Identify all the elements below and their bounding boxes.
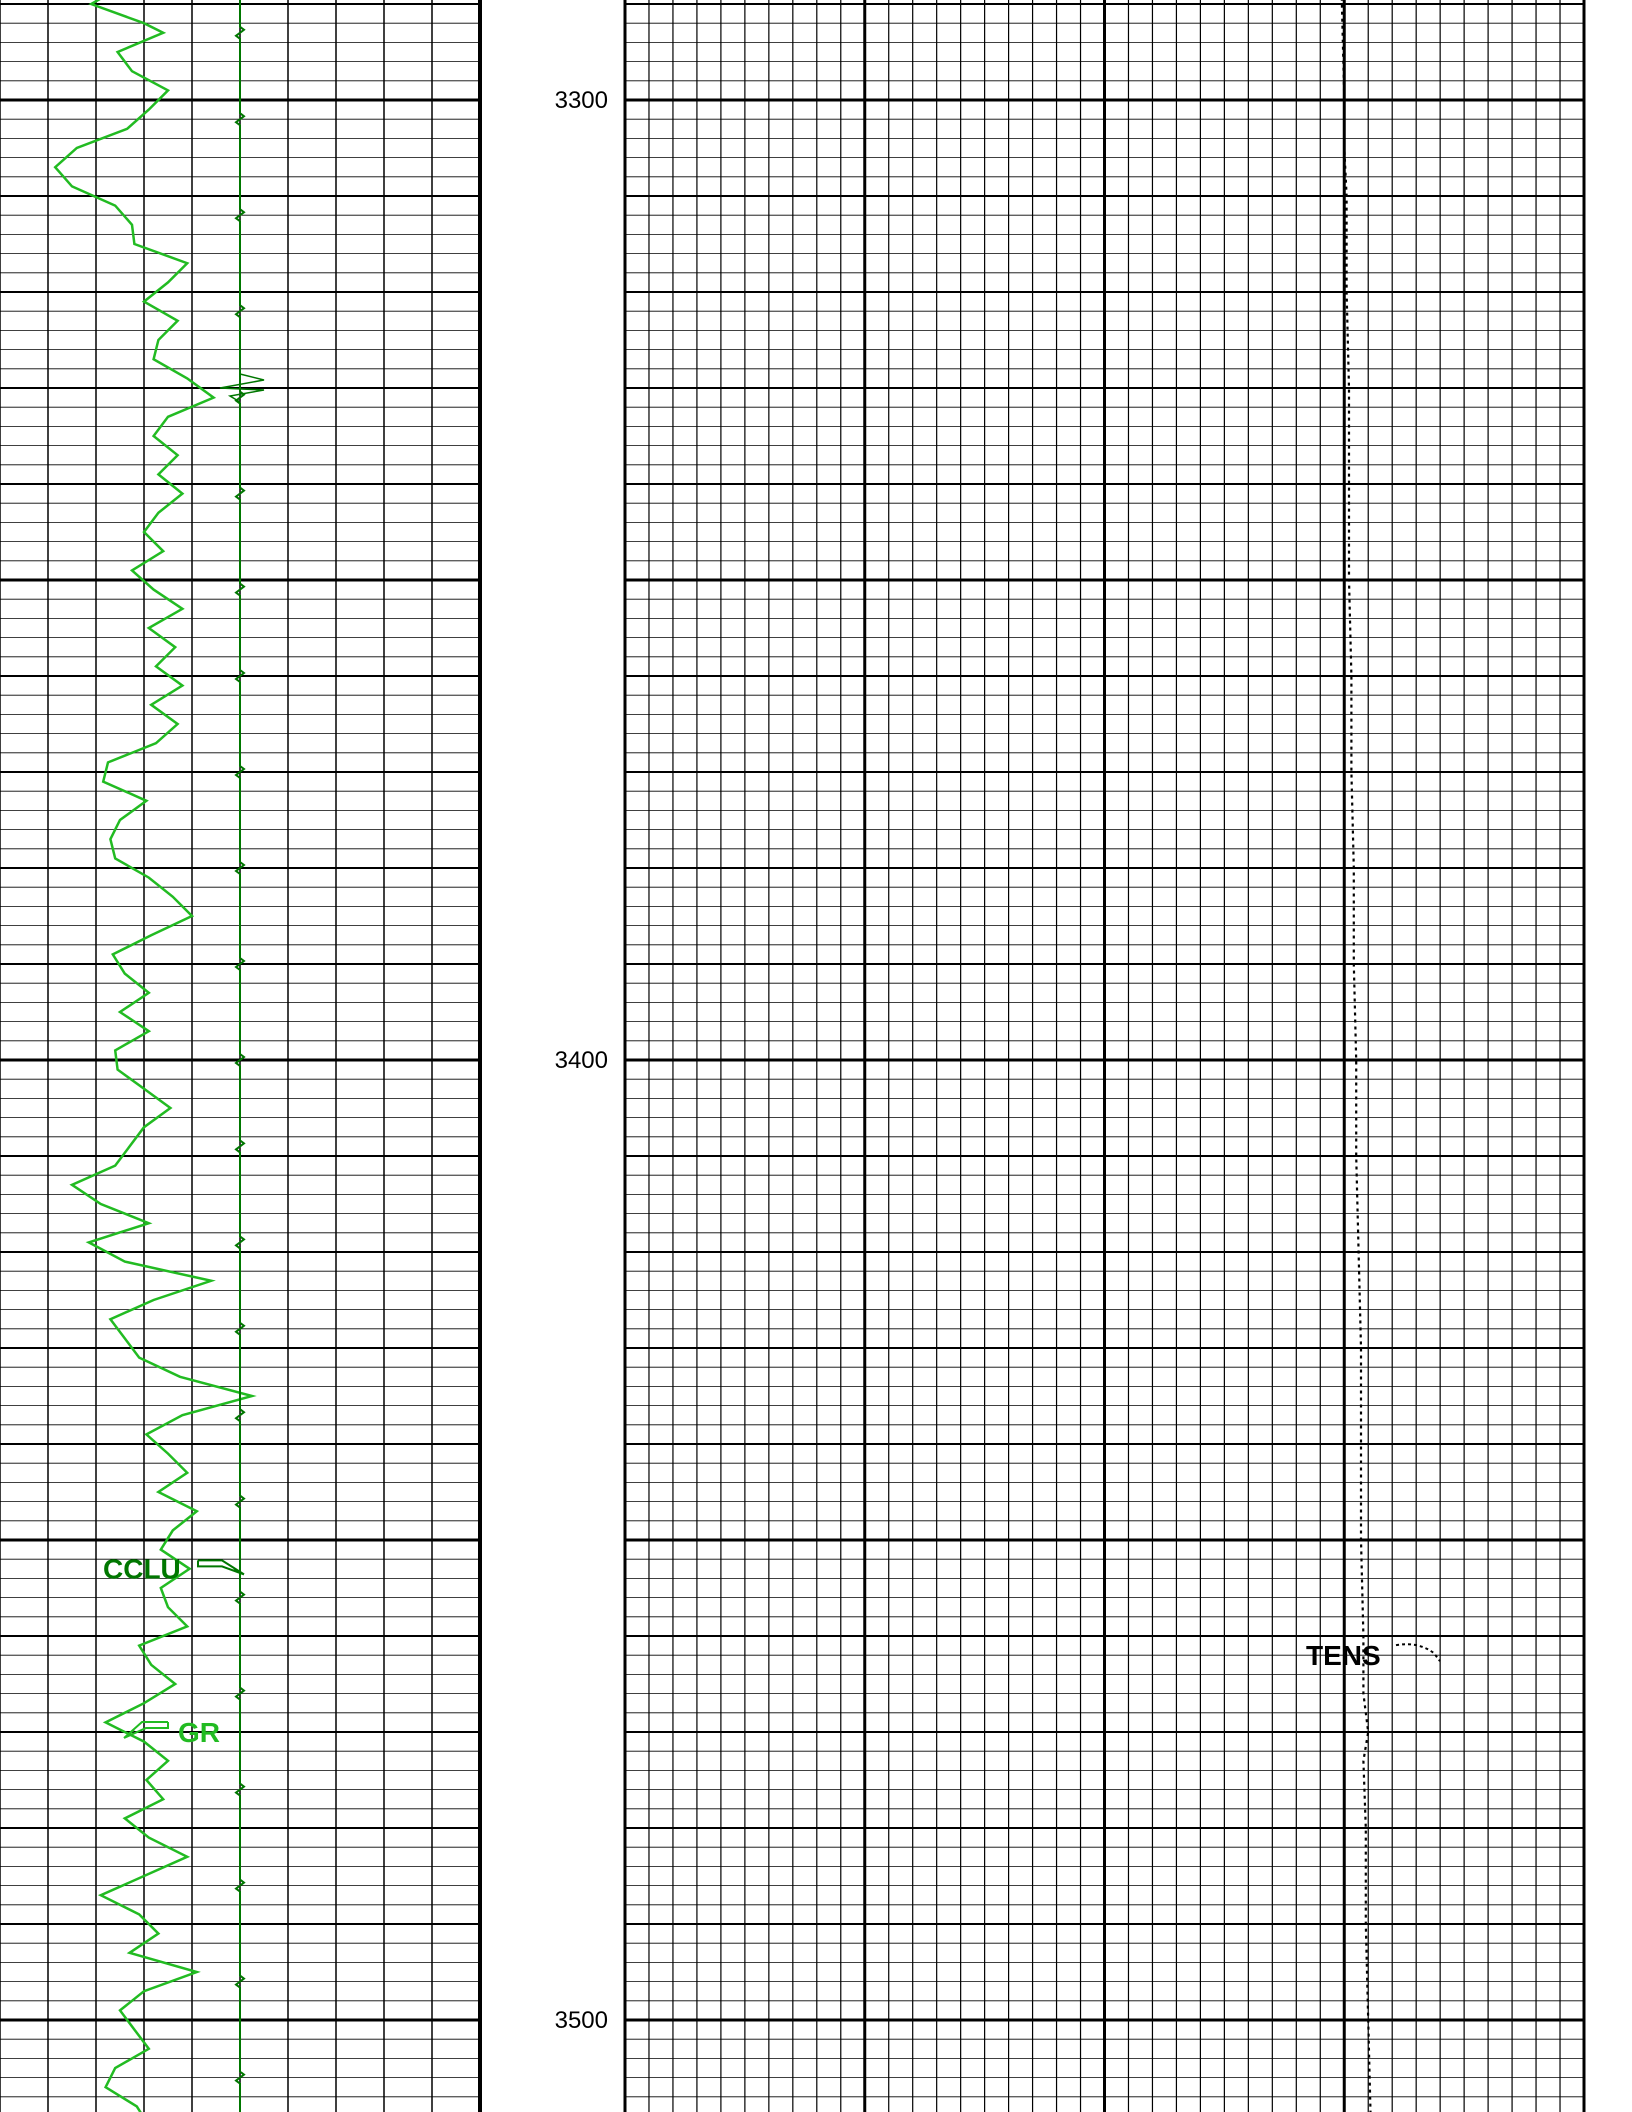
curves xyxy=(53,0,1372,2112)
cclu-arrow-icon xyxy=(197,1559,245,1576)
depth-label: 3400 xyxy=(555,1047,608,1074)
tens-curve xyxy=(1340,0,1372,2112)
depth-label: 3500 xyxy=(555,2007,608,2034)
gr-curve xyxy=(53,0,257,2112)
curve-annotations: CCLU GR TENS xyxy=(103,1553,1441,1748)
tens-label: TENS xyxy=(1306,1640,1381,1671)
cclu-collar-event xyxy=(219,373,265,403)
grid xyxy=(0,0,1586,2112)
depth-label: 3300 xyxy=(555,87,608,114)
depth-labels: 3300 3400 3500 xyxy=(555,87,608,2034)
gr-arrow-icon xyxy=(123,1721,169,1739)
gr-label: GR xyxy=(178,1717,220,1748)
cclu-curve xyxy=(234,0,246,2112)
tens-arrow-icon xyxy=(1395,1643,1441,1662)
cclu-label: CCLU xyxy=(103,1553,181,1584)
